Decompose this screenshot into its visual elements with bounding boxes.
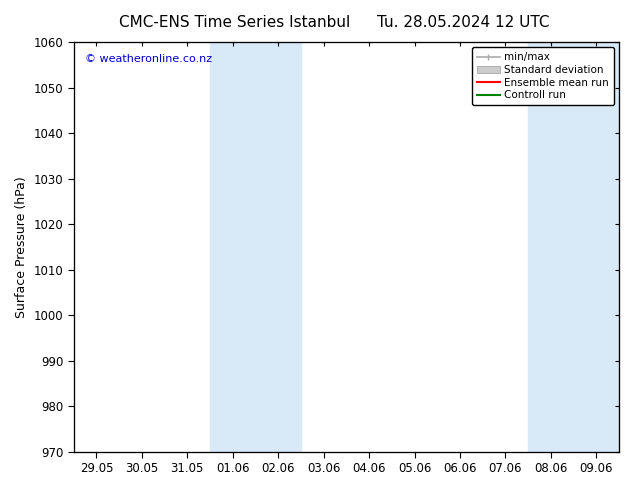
Y-axis label: Surface Pressure (hPa): Surface Pressure (hPa)	[15, 176, 28, 318]
Text: Tu. 28.05.2024 12 UTC: Tu. 28.05.2024 12 UTC	[377, 15, 549, 30]
Bar	[210, 42, 301, 452]
Bar	[528, 42, 619, 452]
Text: CMC-ENS Time Series Istanbul: CMC-ENS Time Series Istanbul	[119, 15, 350, 30]
Legend: min/max, Standard deviation, Ensemble mean run, Controll run: min/max, Standard deviation, Ensemble me…	[472, 47, 614, 105]
Text: © weatheronline.co.nz: © weatheronline.co.nz	[84, 54, 212, 64]
